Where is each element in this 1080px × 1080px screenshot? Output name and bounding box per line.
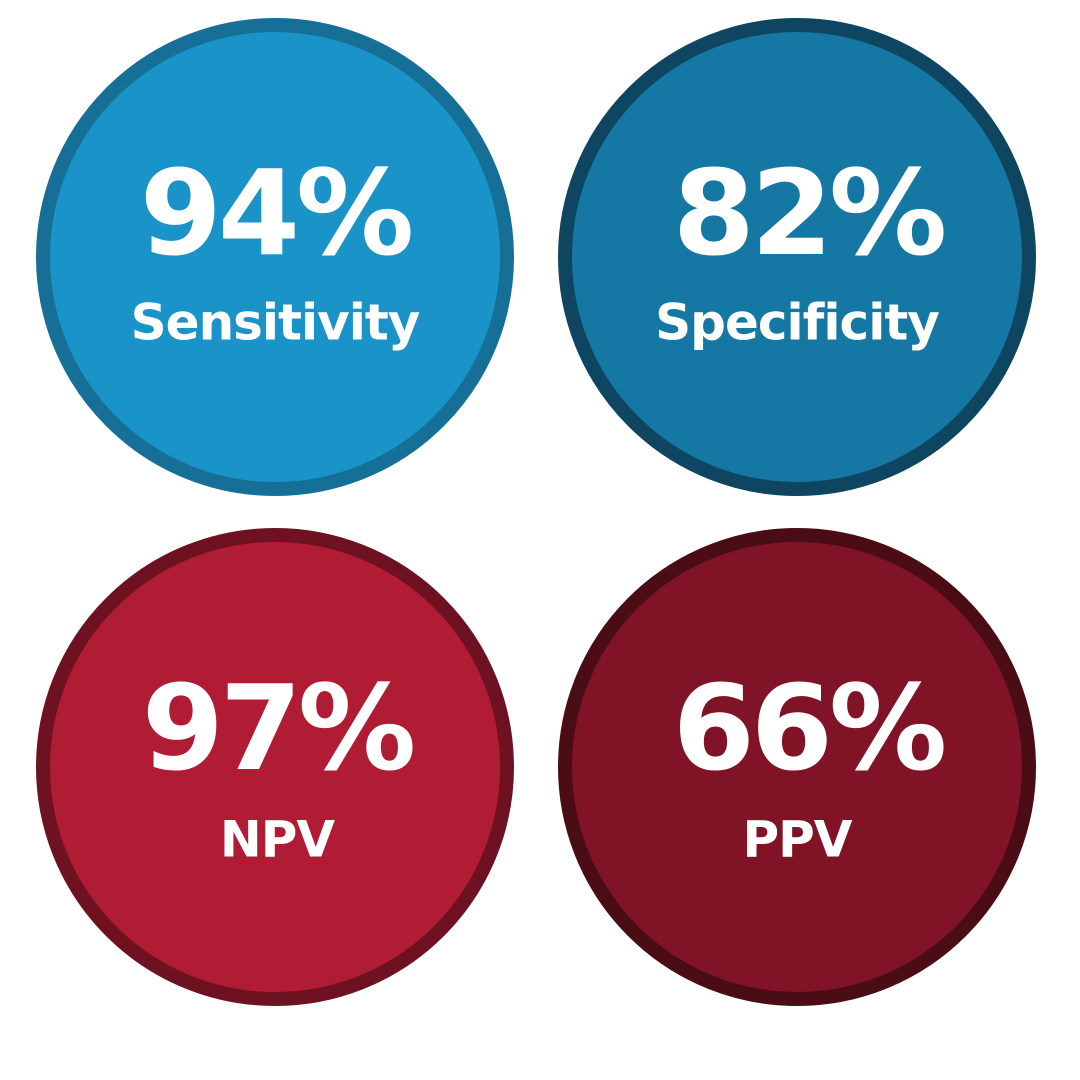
stat-label: Sensitivity	[131, 294, 420, 352]
stat-value: 94%	[140, 144, 411, 282]
stat-value: 97%	[142, 659, 413, 797]
stat-circle	[558, 528, 1036, 1006]
stat-specificity: 82% Specificity	[558, 18, 1036, 496]
stat-label: NPV	[220, 811, 335, 869]
stat-sensitivity: 94% Sensitivity	[36, 18, 514, 496]
stat-value: 82%	[673, 144, 944, 282]
stat-circle	[558, 18, 1036, 496]
stat-circle	[36, 528, 514, 1006]
stat-value: 66%	[673, 659, 944, 797]
stat-label: Specificity	[655, 294, 939, 352]
stat-circle	[36, 18, 514, 496]
stat-ppv: 66% PPV	[558, 528, 1036, 1006]
stat-npv: 97% NPV	[36, 528, 514, 1006]
stat-label: PPV	[743, 811, 853, 869]
